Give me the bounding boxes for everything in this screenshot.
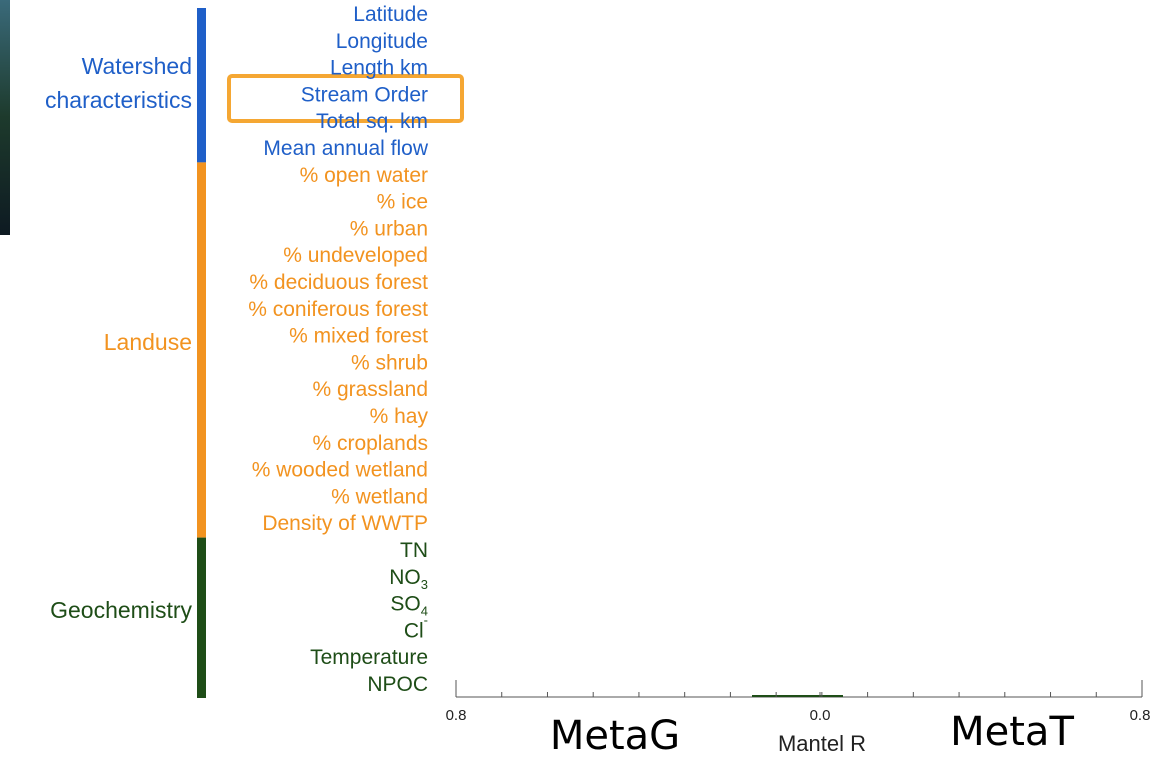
variable-label: Mean annual flow (263, 137, 428, 160)
variable-label: % coniferous forest (248, 297, 428, 320)
variable-label: Latitude (353, 3, 428, 26)
variable-label: % wooded wetland (252, 458, 428, 481)
variable-label: % urban (350, 217, 428, 240)
variable-label: TN (400, 539, 428, 562)
figure: Watershedcharacteristics Latitude Longitud… (0, 0, 1157, 760)
variable-label: Longitude (336, 29, 428, 52)
variable-label: Length km (330, 56, 428, 79)
variable-label: Cl- (404, 613, 428, 642)
group-label: Geochemistry (50, 597, 192, 623)
tick-label: 0.8 (446, 707, 467, 724)
variable-label: % wetland (331, 485, 428, 508)
variable-label: NO3 (389, 565, 428, 592)
variable-label: % hay (370, 405, 429, 428)
variable-label: % mixed forest (289, 324, 428, 347)
group-bar (197, 538, 206, 698)
tick-label: 0.0 (810, 707, 831, 724)
variable-label: % deciduous forest (249, 271, 428, 294)
variable-label: NPOC (367, 673, 428, 696)
variable-label: Temperature (310, 646, 428, 669)
variable-label: % open water (300, 163, 428, 186)
photo-strip (0, 0, 10, 235)
panel-title: MetaT (950, 709, 1074, 755)
panel-title: MetaG (550, 713, 680, 759)
axis-label: Mantel R (778, 731, 866, 756)
variable-label: % grassland (312, 378, 428, 401)
group-bar (197, 162, 206, 537)
variable-label: Stream Order (301, 83, 428, 106)
variable-label: SO4 (390, 592, 428, 619)
variable-label: Total sq. km (316, 110, 428, 133)
variable-label: % ice (377, 190, 428, 213)
variable-label: % undeveloped (283, 244, 428, 267)
variable-label: Density of WWTP (262, 512, 428, 535)
tick-label: 0.8 (1130, 707, 1151, 724)
group-label: Landuse (104, 329, 192, 355)
group-bar (197, 8, 206, 162)
variable-label: % croplands (312, 431, 428, 454)
variable-label: % shrub (351, 351, 428, 374)
